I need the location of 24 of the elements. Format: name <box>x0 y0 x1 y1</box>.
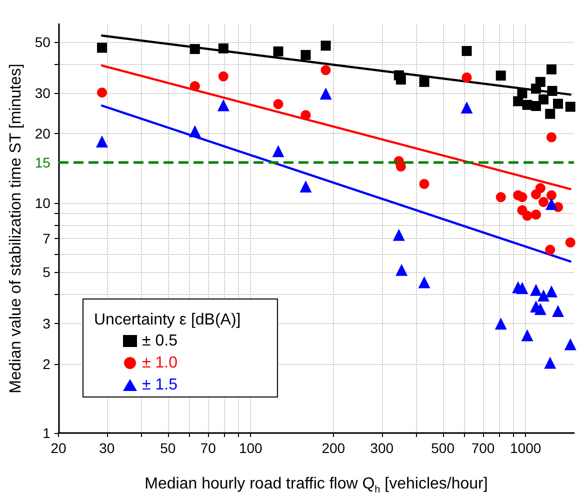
y-tick-label: 10 <box>34 194 51 211</box>
x-tick-label: 100 <box>238 440 263 456</box>
y-tick-label: 2 <box>42 356 51 372</box>
legend-label: ± 1.0 <box>142 354 178 372</box>
x-tick-label: 700 <box>471 440 495 456</box>
x-tick-label: 30 <box>99 440 115 456</box>
y-tick-label: 3 <box>42 315 51 332</box>
y-axis-title: Median value of stabilization time ST [minutes] <box>8 64 24 394</box>
ref-line-label: 15 <box>34 154 51 170</box>
x-tick-label: 50 <box>160 440 176 456</box>
legend-title: Uncertainty ε [dB(A)] <box>94 312 241 328</box>
y-tick-label: 20 <box>34 126 51 142</box>
x-tick-label: 500 <box>431 440 455 456</box>
x-tick-label: 200 <box>322 440 346 456</box>
x-tick-label: 300 <box>370 440 394 456</box>
y-tick-label: 50 <box>34 34 51 50</box>
y-tick-label: 5 <box>42 264 51 280</box>
y-tick-label: 30 <box>34 85 51 102</box>
legend-label: ± 1.5 <box>142 376 178 394</box>
y-tick-label: 1 <box>42 425 51 441</box>
x-tick-label: 70 <box>200 440 216 456</box>
y-tick-label: 7 <box>42 230 51 247</box>
x-tick-label: 1000 <box>510 440 542 456</box>
legend-label: ± 0.5 <box>142 332 178 350</box>
